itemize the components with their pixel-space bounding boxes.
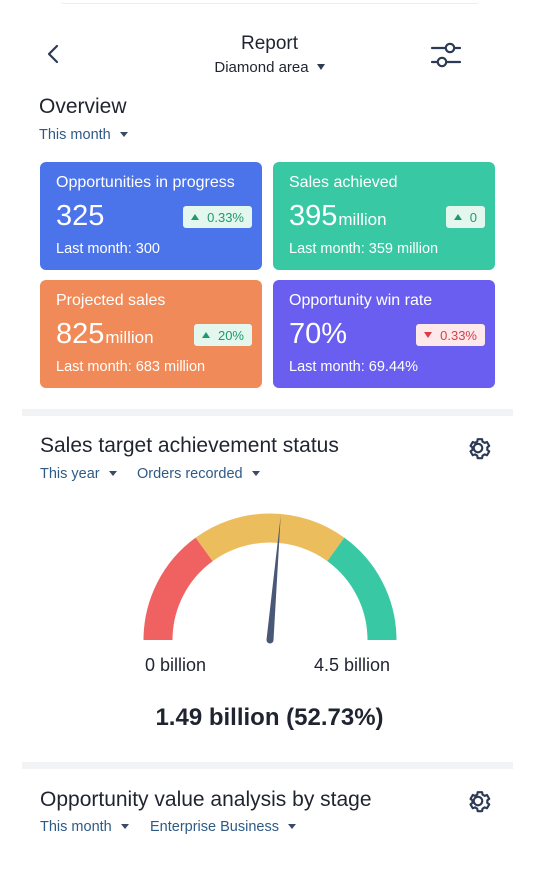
kpi-title: Sales achieved [289,174,398,191]
kpi-value: 395million [289,200,387,233]
kpi-card-projected-sales[interactable]: Projected sales 825million 20% Last mont… [40,280,262,388]
gauge-max-label: 4.5 billion [314,655,391,675]
kpi-change-value: 0 [469,209,477,225]
kpi-value-number: 825 [56,318,105,350]
section-divider [22,409,513,416]
kpi-last-month: Last month: 683 million [56,359,206,375]
gauge-needle [266,515,281,641]
kpi-last-month: Last month: 69.44% [289,359,418,375]
caret-down-icon [251,470,260,476]
kpi-title: Opportunities in progress [56,174,235,191]
gauge-value-label: 1.49 billion (52.73%) [155,704,384,731]
sliders-icon [430,42,462,68]
kpi-title: Opportunity win rate [289,292,433,309]
sales-target-period-dropdown[interactable]: This year [40,466,117,482]
sales-target-title: Sales target achievement status [40,434,339,457]
gauge-min-label: 0 billion [145,655,207,675]
kpi-change-badge: 0.33% [183,206,252,228]
arrow-up-icon [191,214,200,220]
kpi-value: 825million [56,318,154,351]
kpi-change-badge: 0.33% [416,324,485,346]
overview-period-label: This month [39,127,111,143]
kpi-value-unit: million [338,210,387,229]
kpi-value-unit: million [105,328,154,347]
overview-title: Overview [39,95,127,118]
caret-down-icon [120,823,129,829]
sales-target-period-label: This year [40,466,100,482]
filter-button[interactable] [429,38,463,72]
kpi-change-value: 20% [217,327,244,343]
kpi-last-month: Last month: 300 [56,241,160,257]
caret-down-icon [316,64,325,71]
opportunity-segment-dropdown[interactable]: Enterprise Business [150,819,296,835]
sales-target-settings-button[interactable] [463,433,493,463]
kpi-card-win-rate[interactable]: Opportunity win rate 70% 0.33% Last mont… [273,280,495,388]
arrow-up-icon [453,214,462,220]
area-selector[interactable]: Diamond area [0,59,539,76]
page-title: Report [240,33,299,54]
top-edge [60,0,480,4]
gear-icon [469,438,491,460]
opportunity-value-settings-button[interactable] [463,786,493,816]
gauge-needle-hub [266,636,274,644]
arrow-down-icon [424,332,433,338]
gauge-segment-high [326,537,397,641]
kpi-change-badge: 20% [193,324,252,346]
kpi-change-value: 0.33% [207,209,244,225]
sales-gauge [143,513,397,644]
sales-target-type-dropdown[interactable]: Orders recorded [137,466,260,482]
kpi-value: 325 [56,200,104,233]
opportunity-value-title: Opportunity value analysis by stage [40,788,372,811]
caret-down-icon [119,131,128,137]
overview-period-dropdown[interactable]: This month [39,127,128,143]
kpi-card-sales-achieved[interactable]: Sales achieved 395million 0 Last month: … [273,162,495,270]
sales-target-type-label: Orders recorded [137,466,243,482]
area-selector-label: Diamond area [214,59,309,76]
gauge-segment-low [143,537,214,641]
kpi-value-number: 325 [56,200,105,232]
caret-down-icon [108,470,117,476]
kpi-change-value: 0.33% [440,327,477,343]
arrow-up-icon [201,332,210,338]
section-divider [22,762,513,769]
kpi-change-badge: 0 [445,206,485,228]
kpi-last-month: Last month: 359 million [289,241,439,257]
opportunity-period-label: This month [40,819,112,835]
kpi-value: 70% [289,318,347,351]
kpi-card-opportunities[interactable]: Opportunities in progress 325 0.33% Last… [40,162,262,270]
kpi-title: Projected sales [56,292,166,309]
caret-down-icon [287,823,296,829]
chevron-left-icon [47,44,59,64]
kpi-value-number: 70% [289,318,348,350]
gauge-segment-mid [195,513,345,562]
opportunity-segment-label: Enterprise Business [150,819,279,835]
back-button[interactable] [40,40,68,68]
gear-icon [469,791,491,813]
opportunity-period-dropdown[interactable]: This month [40,819,129,835]
kpi-value-number: 395 [289,200,338,232]
header: Report Diamond area [0,0,539,95]
